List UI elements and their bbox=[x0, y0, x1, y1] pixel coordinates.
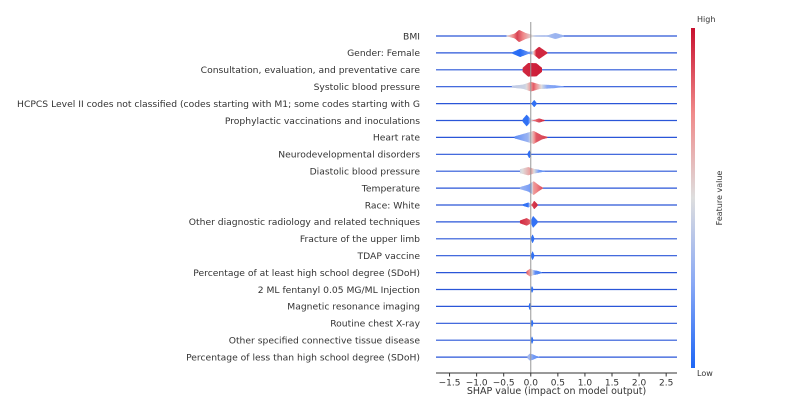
x-tick-label: 0.5 bbox=[551, 379, 565, 389]
feature-label: Prophylactic vaccinations and inoculatio… bbox=[225, 116, 420, 127]
feature-row: Race: White bbox=[365, 200, 677, 211]
feature-row: BMI bbox=[403, 29, 677, 42]
feature-label: TDAP vaccine bbox=[357, 251, 421, 262]
violin-segment bbox=[537, 204, 538, 206]
feature-row: Percentage of less than high school degr… bbox=[186, 352, 677, 363]
feature-label: Other specified connective tissue diseas… bbox=[229, 336, 421, 347]
x-tick-label: 1.5 bbox=[605, 379, 619, 389]
violin-segment bbox=[543, 170, 545, 172]
x-tick-label: −1.5 bbox=[439, 379, 461, 389]
violin-segment bbox=[541, 67, 543, 73]
feature-row: HCPCS Level II codes not classified (cod… bbox=[17, 99, 677, 110]
violin-segment bbox=[541, 272, 543, 274]
violin-segment bbox=[538, 356, 540, 358]
feature-row: Other diagnostic radiology and related t… bbox=[189, 216, 677, 228]
feature-row: Prophylactic vaccinations and inoculatio… bbox=[225, 114, 677, 127]
colorbar: High Low Feature value bbox=[691, 15, 724, 378]
x-tick-label: 1.0 bbox=[578, 379, 593, 389]
feature-row: 2 ML fentanyl 0.05 MG/ML Injection bbox=[258, 285, 677, 296]
colorbar-title: Feature value bbox=[715, 171, 724, 226]
feature-row: Systolic blood pressure bbox=[314, 81, 677, 93]
x-tick-label: 2.5 bbox=[659, 379, 673, 389]
violin-segment bbox=[542, 187, 544, 189]
feature-label: Heart rate bbox=[373, 133, 421, 144]
x-tick-label: −0.5 bbox=[493, 379, 515, 389]
feature-row: Percentage of at least high school degre… bbox=[193, 268, 677, 279]
x-tick-label: −1.0 bbox=[466, 379, 488, 389]
feature-label: Neurodevelopmental disorders bbox=[278, 150, 420, 161]
feature-label: Percentage of less than high school degr… bbox=[186, 352, 420, 363]
x-ticks: −1.5 −1.0 −0.5 0.0 0.5 1.0 1.5 2.0 2.5 bbox=[439, 373, 673, 389]
feature-label: Percentage of at least high school degre… bbox=[193, 268, 420, 279]
x-axis-title: SHAP value (impact on model output) bbox=[467, 386, 646, 397]
feature-row: Magnetic resonance imaging bbox=[287, 302, 677, 313]
feature-rows: BMI Gender: Female Consultation, evaluatio… bbox=[17, 29, 677, 363]
feature-label: HCPCS Level II codes not classified (cod… bbox=[17, 99, 420, 110]
violin-segment bbox=[562, 86, 564, 88]
x-axis: −1.5 −1.0 −0.5 0.0 0.5 1.0 1.5 2.0 2.5 SHAP valu… bbox=[436, 372, 677, 397]
feature-label: Systolic blood pressure bbox=[314, 82, 421, 93]
feature-label: BMI bbox=[403, 31, 420, 42]
violin-segment bbox=[543, 120, 545, 121]
feature-row: Gender: Female bbox=[347, 46, 677, 59]
violin-segment bbox=[536, 220, 538, 224]
feature-row: Consultation, evaluation, and preventati… bbox=[201, 63, 677, 77]
violin-segment bbox=[562, 35, 564, 37]
feature-label: Temperature bbox=[361, 183, 421, 194]
feature-label: 2 ML fentanyl 0.05 MG/ML Injection bbox=[258, 285, 420, 296]
feature-label: Routine chest X-ray bbox=[330, 319, 420, 330]
feature-label: Gender: Female bbox=[347, 48, 420, 59]
colorbar-gradient bbox=[691, 28, 695, 368]
violin-segment bbox=[546, 136, 548, 139]
feature-label: Consultation, evaluation, and preventati… bbox=[201, 65, 421, 76]
feature-row: Fracture of the upper limb bbox=[300, 234, 677, 245]
feature-row: Neurodevelopmental disorders bbox=[278, 150, 677, 161]
colorbar-low-label: Low bbox=[697, 369, 713, 378]
feature-row: Other specified connective tissue diseas… bbox=[229, 336, 677, 347]
x-tick-label: 0.0 bbox=[524, 379, 539, 389]
feature-label: Diastolic blood pressure bbox=[310, 167, 421, 178]
feature-row: Diastolic blood pressure bbox=[310, 167, 677, 178]
feature-row: TDAP vaccine bbox=[357, 251, 677, 262]
feature-row: Temperature bbox=[361, 181, 677, 195]
feature-row: Heart rate bbox=[373, 130, 677, 144]
colorbar-high-label: High bbox=[697, 15, 715, 24]
violin-segment bbox=[546, 51, 548, 54]
feature-row: Routine chest X-ray bbox=[330, 319, 677, 330]
feature-label: Other diagnostic radiology and related t… bbox=[189, 217, 420, 228]
x-tick-label: 2.0 bbox=[632, 379, 647, 389]
feature-label: Magnetic resonance imaging bbox=[287, 302, 420, 313]
feature-label: Fracture of the upper limb bbox=[300, 234, 420, 245]
feature-label: Race: White bbox=[365, 200, 421, 211]
